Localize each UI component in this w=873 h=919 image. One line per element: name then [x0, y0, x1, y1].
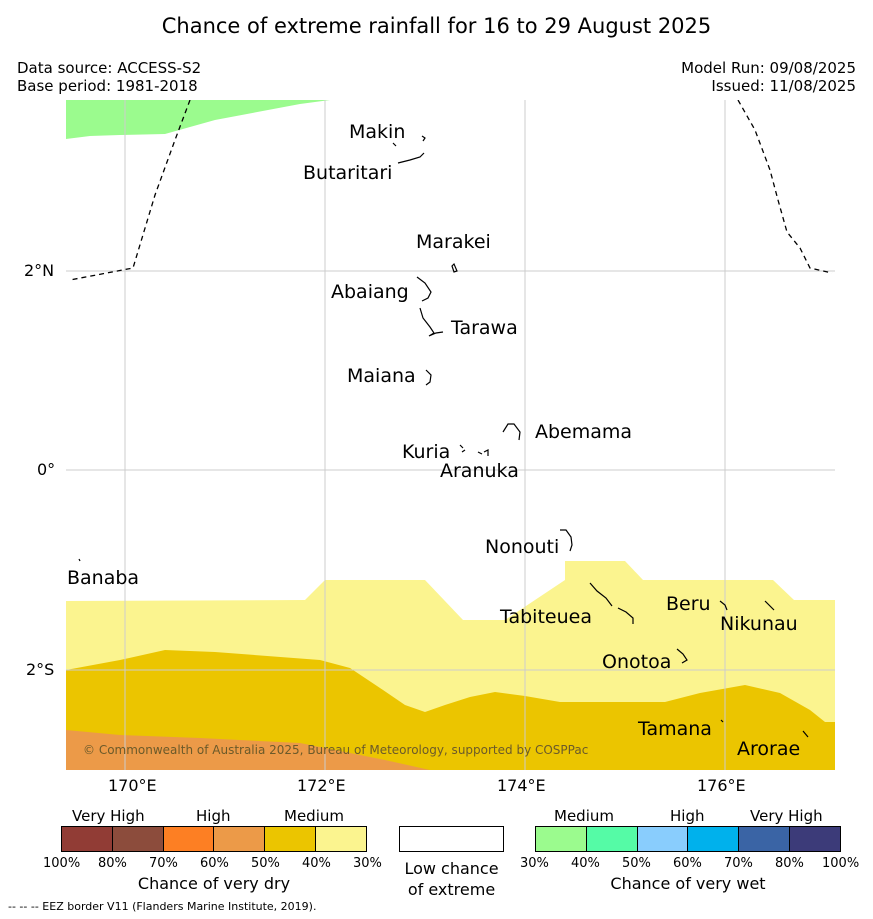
island-banaba — [78, 558, 81, 562]
wet-medium-region — [66, 100, 330, 139]
legend-wet-swatch — [688, 827, 740, 851]
place-label-nikunau: Nikunau — [720, 613, 798, 635]
legend-dry-swatch — [112, 827, 164, 851]
dry-medium-dark-region — [66, 650, 835, 770]
legend-dry-pct: 40% — [302, 856, 331, 871]
legend-dry-swatch — [265, 827, 317, 851]
island-onotoa — [676, 648, 688, 664]
legend-dry-medium: Medium — [284, 807, 344, 825]
place-label-kuria: Kuria — [402, 441, 451, 463]
legend-low-caption-1: Low chance — [404, 859, 499, 878]
island-nikunau — [764, 600, 775, 611]
legend-wet-swatch — [790, 827, 840, 851]
dry-high-light-region — [66, 730, 430, 770]
place-label-nonouti: Nonouti — [485, 536, 560, 558]
place-label-abemama: Abemama — [535, 421, 633, 443]
lat-tick-2n: 2°N — [24, 261, 55, 280]
legend-dry-swatch — [316, 827, 366, 851]
island-tamana — [720, 719, 724, 723]
island-butaritari — [392, 142, 425, 164]
island-aranuka — [477, 449, 489, 456]
lon-tick-176: 176°E — [697, 776, 746, 795]
place-label-tamana: Tamana — [638, 718, 712, 740]
island-maiana — [425, 369, 432, 386]
legend-wet-very-high: Very High — [750, 807, 823, 825]
legend-dry-swatch — [163, 827, 215, 851]
legend-wet-swatch — [637, 827, 689, 851]
issued-label: Issued: 11/08/2025 — [711, 77, 856, 95]
place-label-aranuka: Aranuka — [440, 460, 519, 482]
legend-dry-very-high: Very High — [72, 807, 145, 825]
lat-tick-0: 0° — [37, 460, 56, 479]
place-label-beru: Beru — [666, 593, 711, 615]
legend-dry-swatch — [214, 827, 266, 851]
place-label-banaba: Banaba — [67, 567, 140, 589]
place-label-arorae: Arorae — [737, 738, 801, 760]
place-label-butaritari: Butaritari — [303, 162, 393, 184]
place-label-marakei: Marakei — [416, 231, 491, 253]
eez-footnote: -- -- -- EEZ border V11 (Flanders Marine… — [8, 900, 317, 913]
island-makin — [421, 135, 426, 142]
legend-dry-pct: 60% — [200, 856, 229, 871]
island-beru — [719, 600, 728, 611]
base-period-label: Base period: 1981-2018 — [17, 77, 198, 95]
legend-wet-swatch — [739, 827, 791, 851]
legend-dry-pct: 30% — [353, 856, 382, 871]
legend-wet-swatch — [586, 827, 638, 851]
island-marakei — [451, 262, 458, 273]
island-tarawa — [419, 307, 444, 337]
lon-tick-170: 170°E — [108, 776, 157, 795]
place-label-makin: Makin — [349, 121, 406, 143]
legend-wet-colorbar — [535, 826, 841, 852]
model-run-label: Model Run: 09/08/2025 — [681, 59, 856, 77]
legend-wet-pct: 30% — [520, 856, 549, 871]
legend-dry-pct: 70% — [149, 856, 178, 871]
legend-wet-pct: 40% — [571, 856, 600, 871]
place-label-maiana: Maiana — [347, 365, 416, 387]
island-kuria — [459, 444, 466, 453]
island-outlines — [78, 135, 809, 738]
island-nonouti — [560, 529, 573, 552]
island-abaiang — [416, 276, 432, 302]
legend-dry-high: High — [196, 807, 231, 825]
legend-wet-medium: Medium — [554, 807, 614, 825]
legend-dry-swatch — [62, 827, 113, 851]
legend-wet-high: High — [670, 807, 705, 825]
map-title: Chance of extreme rainfall for 16 to 29 … — [161, 14, 712, 38]
eez-border-west — [69, 100, 191, 281]
legend-wet-pct: 80% — [775, 856, 804, 871]
data-source-label: Data source: ACCESS-S2 — [17, 59, 202, 77]
island-arorae — [802, 730, 809, 738]
island-tabiteuea — [589, 582, 634, 624]
legend-wet-swatch — [536, 827, 587, 851]
gridlines — [66, 100, 835, 770]
legend-dry-caption: Chance of very dry — [137, 874, 291, 893]
legend-wet-pct: 100% — [822, 856, 860, 871]
legend-dry-colorbar — [61, 826, 367, 852]
lon-tick-174: 174°E — [497, 776, 546, 795]
legend-dry-pct: 100% — [43, 856, 81, 871]
legend-wet-pct: 70% — [724, 856, 753, 871]
lat-tick-2s: 2°S — [26, 660, 55, 679]
legend-dry-pct: 50% — [251, 856, 280, 871]
legend-low-caption-2: of extreme — [407, 880, 496, 899]
place-label-tabiteuea: Tabiteuea — [500, 606, 592, 628]
copyright-notice: © Commonwealth of Australia 2025, Bureau… — [83, 743, 589, 757]
legend-wet-caption: Chance of very wet — [610, 874, 766, 893]
place-label-abaiang: Abaiang — [331, 281, 409, 303]
place-label-onotoa: Onotoa — [602, 651, 672, 673]
place-label-tarawa: Tarawa — [451, 317, 518, 339]
legend-wet-pct: 50% — [622, 856, 651, 871]
legend-wet-pct: 60% — [673, 856, 702, 871]
lon-tick-172: 172°E — [297, 776, 346, 795]
eez-border-east — [737, 100, 833, 274]
legend-dry-pct: 80% — [98, 856, 127, 871]
island-abemama — [502, 423, 521, 441]
legend-low-swatch — [399, 826, 504, 852]
